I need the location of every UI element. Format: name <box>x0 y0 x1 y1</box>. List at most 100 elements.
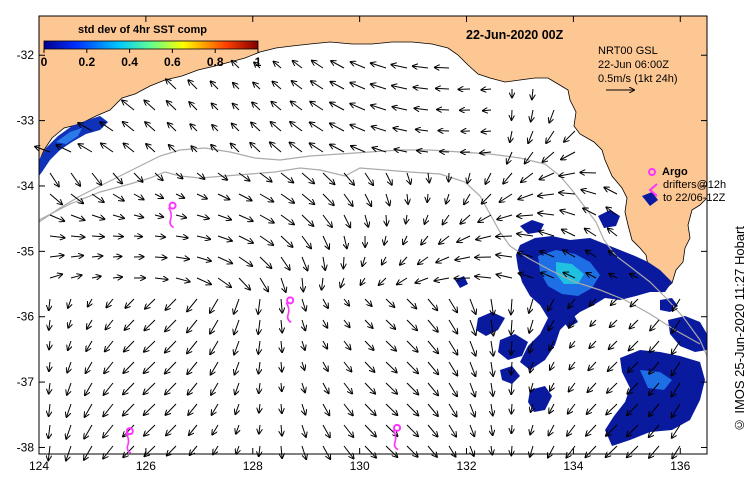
current-vector-arrow <box>512 109 513 120</box>
current-vector-arrow <box>165 319 177 331</box>
current-vector-arrow <box>238 277 250 290</box>
current-vector-arrow <box>259 382 260 393</box>
current-vector-arrow <box>559 173 576 176</box>
current-vector-arrow <box>343 403 353 415</box>
current-vector-arrow <box>322 172 334 184</box>
current-vector-arrow <box>144 340 156 352</box>
current-vector-arrow <box>672 361 681 375</box>
current-vector-arrow <box>371 105 387 111</box>
vector-legend-line1: NRT00 GSL <box>598 45 658 57</box>
current-vector-arrow <box>145 298 156 309</box>
current-vector-arrow <box>133 236 142 237</box>
current-vector-arrow <box>78 123 93 132</box>
current-vector-arrow <box>213 445 219 454</box>
current-vector-arrow <box>68 319 71 328</box>
current-vector-arrow <box>491 298 493 315</box>
current-vector-arrow <box>166 403 177 415</box>
current-vector-arrow <box>145 122 156 132</box>
current-vector-arrow <box>49 236 65 238</box>
colorbar-ramp <box>43 40 259 50</box>
current-vector-arrow <box>588 382 597 392</box>
current-vector-arrow <box>448 340 457 355</box>
argo-float-marker <box>168 201 177 210</box>
current-vector-arrow <box>343 256 344 268</box>
current-vector-arrow <box>101 144 114 153</box>
current-vector-arrow <box>385 361 397 372</box>
credit-text: © IMOS 25-Jun-2020 11:27 Hobart <box>732 226 747 433</box>
current-vector-arrow <box>606 445 618 457</box>
current-vector-arrow <box>196 215 209 219</box>
current-vector-arrow <box>343 298 349 306</box>
current-vector-arrow <box>86 361 93 373</box>
bathymetry-contours <box>38 147 708 357</box>
current-vector-arrow <box>91 276 101 278</box>
current-vector-arrow <box>649 382 660 395</box>
current-vector-arrow <box>503 172 513 184</box>
current-vector-arrow <box>392 65 408 68</box>
current-vector-arrow <box>70 256 83 258</box>
y-tick-label: -35 <box>17 244 35 258</box>
current-vector-arrow <box>454 278 471 279</box>
current-vector-arrow <box>211 81 219 90</box>
current-vector-arrow <box>233 83 240 90</box>
current-vector-arrow <box>393 107 408 110</box>
current-vector-arrow <box>302 277 303 291</box>
current-vector-arrow <box>418 256 429 264</box>
current-vector-arrow <box>580 173 597 174</box>
current-vector-arrow <box>254 62 261 69</box>
current-vector-arrow <box>364 382 375 394</box>
argo-legend-line1: drifters@12h <box>663 179 726 191</box>
current-vector-arrow <box>49 298 50 310</box>
current-vector-arrow <box>371 84 387 90</box>
current-vector-arrow <box>232 124 240 132</box>
current-vector-arrow <box>274 62 282 69</box>
current-vector-arrow <box>280 172 293 183</box>
current-vector-arrow <box>385 298 394 307</box>
current-vector-arrow <box>525 151 534 163</box>
current-vector-arrow <box>397 277 408 284</box>
current-vector-arrow <box>364 298 372 306</box>
current-vector-arrow <box>672 445 681 458</box>
current-vector-arrow <box>293 61 303 69</box>
current-vector-arrow <box>103 424 114 438</box>
current-vector-arrow <box>258 340 260 354</box>
current-vector-arrow <box>175 215 186 218</box>
current-vector-arrow <box>609 251 618 258</box>
current-vector-arrow <box>281 361 282 372</box>
current-vector-arrow <box>281 298 282 313</box>
current-vector-arrow <box>167 101 177 111</box>
current-vector-arrow <box>546 130 555 143</box>
current-vector-arrow <box>457 235 471 242</box>
x-tick-label: 132 <box>457 459 477 473</box>
current-vector-arrow <box>549 403 555 413</box>
current-vector-arrow <box>87 319 93 329</box>
current-vector-arrow <box>301 193 314 204</box>
current-vector-arrow <box>259 361 261 374</box>
current-vector-arrow <box>407 193 408 204</box>
current-vector-arrow <box>500 193 513 202</box>
current-vector-arrow <box>281 445 282 458</box>
current-vector-arrow <box>385 445 397 457</box>
current-vector-arrow <box>586 250 597 258</box>
current-vector-arrow <box>281 403 282 413</box>
current-vector-arrow <box>511 340 512 355</box>
current-vector-arrow <box>187 298 198 311</box>
current-vector-arrow <box>188 382 198 395</box>
current-vector-arrow <box>491 361 493 376</box>
y-tick-label: -33 <box>17 114 35 128</box>
current-vector-arrow <box>312 61 324 69</box>
current-vector-arrow <box>581 190 597 195</box>
current-vector-arrow <box>364 403 376 415</box>
current-vector-arrow <box>427 424 438 437</box>
current-vector-arrow <box>448 424 456 437</box>
current-vector-arrow <box>211 382 219 395</box>
current-vector-arrow <box>253 83 261 90</box>
current-vector-arrow <box>217 193 229 200</box>
current-vector-arrow <box>49 361 50 371</box>
current-vector-arrow <box>569 361 576 369</box>
x-tick-label: 128 <box>243 459 263 473</box>
current-vector-arrow <box>439 235 450 244</box>
current-vector-arrow <box>281 424 282 436</box>
current-vector-arrow <box>448 298 457 312</box>
current-vector-arrow <box>123 424 135 437</box>
